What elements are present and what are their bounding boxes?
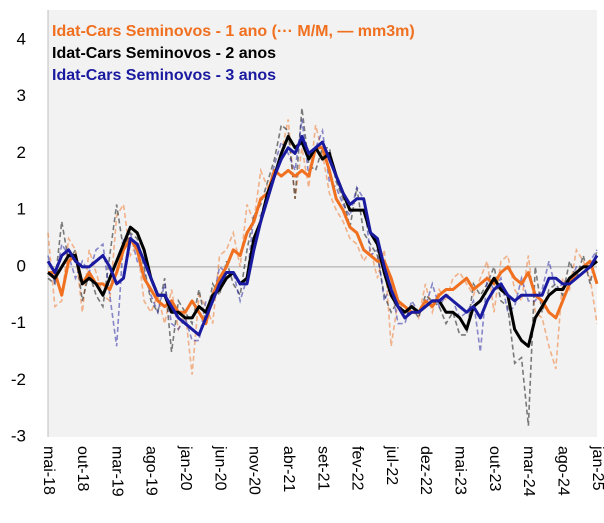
x-tick-label: out-18 [74, 446, 91, 491]
legend-entry: Idat-Cars Seminovos - 2 anos [52, 45, 276, 62]
y-tick-label: 4 [17, 29, 26, 48]
x-tick-label: jan-25 [589, 445, 604, 491]
legend-entry: Idat-Cars Seminovos - 1 ano (··· M/M, — … [52, 23, 415, 40]
y-tick-label: -2 [11, 370, 26, 389]
x-tick-label: ago-24 [554, 446, 571, 496]
x-tick-label: abr-21 [280, 446, 297, 492]
y-tick-label: 1 [17, 200, 26, 219]
mm3m-line [48, 146, 599, 326]
y-tick-label: -1 [11, 313, 26, 332]
y-tick-label: -3 [11, 426, 26, 445]
y-tick-label: 0 [17, 256, 26, 275]
x-tick-label: ago-19 [143, 446, 160, 496]
x-tick-label: jul-22 [383, 445, 400, 485]
x-tick-label: dez-22 [417, 446, 434, 495]
plot-background [48, 10, 597, 437]
x-tick-label: jun-20 [211, 445, 228, 491]
x-tick-label: out-23 [486, 446, 503, 491]
x-tick-label: mai-23 [452, 446, 469, 495]
x-tick-label: mai-18 [40, 446, 57, 495]
mm3m-line [46, 134, 599, 337]
x-tick-label: jan-20 [177, 445, 194, 491]
x-tick-label: fev-22 [349, 446, 366, 491]
x-tick-label: nov-20 [246, 446, 263, 495]
y-tick-label: 3 [17, 86, 26, 105]
x-tick-label: mar-24 [520, 446, 537, 497]
x-tick-label: set-21 [314, 446, 331, 491]
legend-entry: Idat-Cars Seminovos - 3 anos [52, 67, 276, 84]
x-tick-label: mar-19 [108, 446, 125, 497]
y-tick-label: 2 [17, 143, 26, 162]
